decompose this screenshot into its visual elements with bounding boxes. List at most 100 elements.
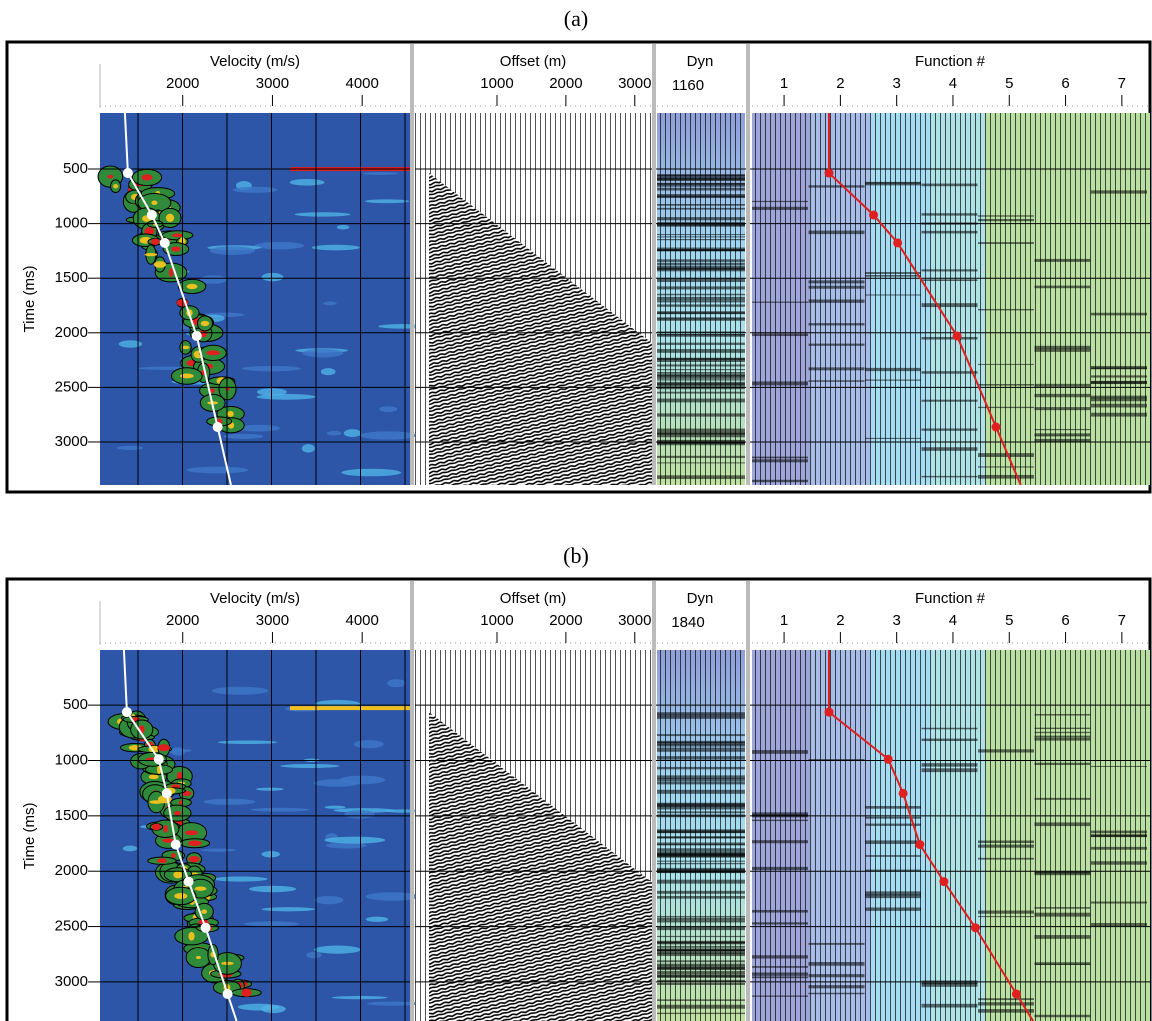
semblance-core — [173, 871, 183, 879]
dyn-value: 1840 — [671, 614, 704, 631]
function-event — [808, 985, 865, 989]
dyn-event — [657, 928, 745, 931]
function-event — [808, 367, 865, 371]
dyn-event — [657, 963, 745, 966]
function-event — [978, 857, 1034, 860]
velocity-pick — [161, 788, 172, 799]
function-event — [921, 738, 978, 742]
semblance-streak — [302, 348, 344, 358]
dyn-event — [657, 296, 745, 300]
function-event — [1034, 348, 1091, 352]
semblance-streak — [232, 186, 278, 193]
pick-extension — [123, 113, 129, 174]
semblance-core — [141, 174, 153, 181]
x-tick-label: 1000 — [480, 612, 513, 629]
function-event — [921, 183, 978, 187]
dyn-event — [657, 734, 745, 737]
dyn-event — [657, 960, 745, 963]
dyn-event — [657, 391, 745, 394]
dyn-event — [657, 1012, 745, 1015]
dyn-event — [657, 895, 745, 899]
pick-extension — [1015, 993, 1035, 1021]
x-tick-label: 4 — [949, 75, 957, 92]
dyn-event — [657, 830, 745, 834]
dyn-event — [657, 715, 745, 719]
axis-title: Offset (m) — [500, 590, 566, 607]
semblance-streak — [339, 775, 386, 785]
dyn-event — [657, 766, 745, 770]
semblance-streak — [359, 431, 417, 440]
pick-extension — [216, 426, 232, 485]
dyn-event — [657, 712, 745, 716]
dyn-event — [657, 342, 745, 345]
function-event — [865, 367, 921, 372]
dyn-event — [657, 249, 745, 251]
function-event — [1091, 403, 1147, 408]
semblance-streak — [280, 764, 340, 768]
dyn-event — [657, 779, 745, 782]
semblance-streak — [387, 679, 406, 688]
pick-extension — [995, 426, 1022, 485]
function-event — [752, 206, 808, 210]
gather-events — [429, 173, 652, 485]
axis-title: Velocity (m/s) — [210, 590, 300, 607]
dyn-event — [657, 268, 745, 272]
function-event — [978, 363, 1034, 365]
y-tick-label: 1000 — [55, 751, 88, 768]
function-event — [1034, 907, 1091, 909]
dyn-event — [657, 259, 745, 262]
function-event — [752, 922, 808, 925]
function-event — [1091, 367, 1147, 370]
y-tick-label: 500 — [63, 696, 88, 713]
dyn-event — [657, 413, 745, 417]
semblance-core — [148, 774, 159, 780]
function-event — [1034, 727, 1091, 730]
dyn-event — [657, 1004, 745, 1009]
semblance-core — [195, 955, 201, 960]
semblance-streak — [323, 301, 337, 306]
x-tick-label: 2000 — [166, 612, 199, 629]
dyn-event — [657, 265, 745, 269]
y-tick-label: 1000 — [55, 215, 88, 232]
function-event — [1091, 375, 1147, 378]
function-event — [1091, 765, 1147, 768]
dyn-event — [657, 804, 745, 808]
function-event — [978, 215, 1034, 217]
function-event — [865, 823, 921, 826]
y-tick-label: 2500 — [55, 378, 88, 395]
semblance-streak — [261, 907, 316, 912]
function-event — [752, 333, 808, 337]
dyn-event — [657, 204, 745, 206]
function-event — [752, 301, 808, 303]
function-traces — [752, 113, 1150, 485]
y-tick-label: 3000 — [55, 433, 88, 450]
semblance-streak — [236, 424, 281, 432]
dyn-event — [657, 371, 745, 374]
dyn-event — [657, 236, 745, 238]
dyn-event — [657, 941, 745, 943]
semblance-streak — [311, 244, 360, 251]
dyn-event — [657, 383, 745, 387]
dyn-event — [657, 239, 745, 241]
semblance-streak — [250, 807, 310, 812]
semblance-streak — [365, 916, 389, 922]
function-event — [978, 1002, 1034, 1006]
semblance-streak — [186, 466, 249, 474]
dyn-event — [657, 979, 745, 982]
dyn-event — [657, 749, 745, 752]
function-event — [1034, 433, 1091, 436]
function-event — [752, 909, 808, 913]
dyn-event — [657, 331, 745, 333]
semblance-streak — [223, 433, 264, 439]
semblance-streak — [379, 406, 398, 413]
velocity-pick — [222, 988, 233, 999]
semblance-core — [170, 853, 176, 858]
semblance-core — [194, 886, 207, 891]
function-event — [1091, 312, 1147, 316]
function-event — [978, 406, 1034, 409]
dyn-event — [657, 475, 745, 479]
semblance-streak — [364, 199, 410, 204]
function-event — [1034, 393, 1091, 398]
dyn-event — [657, 999, 745, 1001]
semblance-background — [100, 650, 410, 1021]
